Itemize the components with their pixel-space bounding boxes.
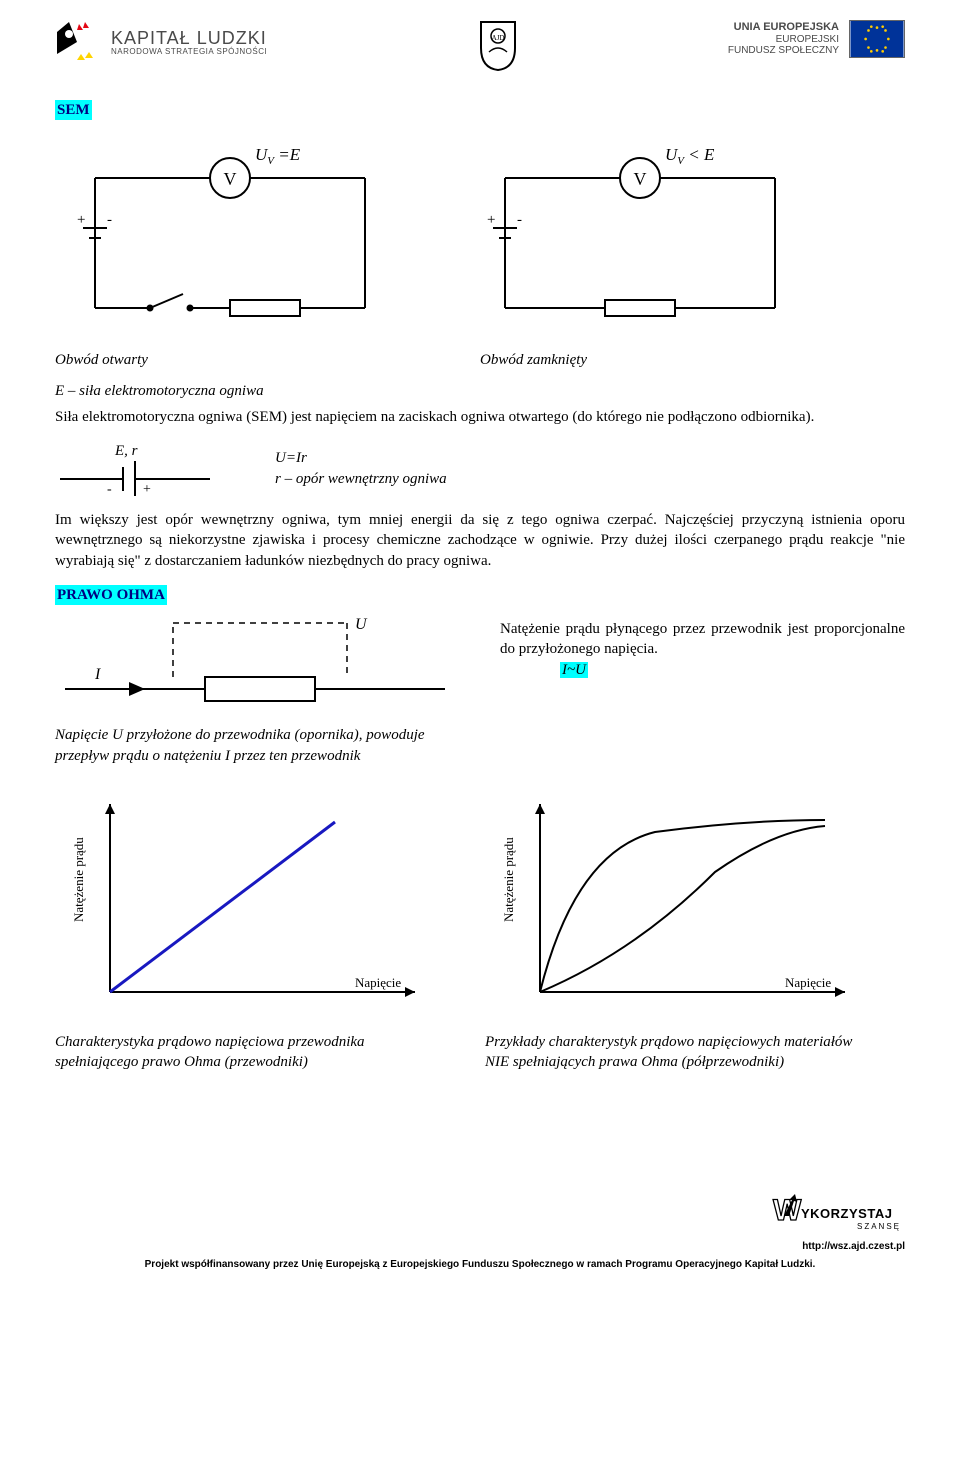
nonlinear-curve-2 (540, 826, 825, 992)
formula-block: U=Ir r – opór wewnętrzny ogniwa (275, 448, 447, 489)
nonlinear-iv-chart: Natężenie prądu Napięcie (485, 792, 865, 1022)
kl-title: KAPITAŁ LUDZKI (111, 29, 267, 48)
eu-line2: EUROPEJSKI (728, 34, 839, 46)
cell-schematic-row: E, r - + U=Ir r – opór wewnętrzny ogniwa (55, 441, 905, 496)
linear-iv-chart: Natężenie prądu Napięcie (55, 792, 435, 1022)
cell-minus: - (107, 482, 112, 496)
chart-captions-row: Charakterystyka prądowo napięciowa przew… (55, 1032, 905, 1073)
voltmeter-label-2: V (634, 169, 647, 189)
wyk-sub: SZANSĘ (857, 1222, 901, 1231)
circuits-row: V UV =E + - V UV < E + - (55, 138, 905, 328)
ohm-schematic-caption: Napięcie U przyłożone do przewodnika (op… (55, 725, 455, 766)
kl-icon (55, 20, 101, 66)
x-axis-label-1: Napięcie (355, 975, 401, 990)
uv-eq-open: UV =E (255, 145, 301, 167)
open-circuit-diagram: V UV =E + - (55, 138, 405, 328)
svg-text:AJD: AJD (491, 34, 504, 42)
page-footer: W YKORZYSTAJ SZANSĘ http://wsz.ajd.czest… (55, 1192, 905, 1271)
minus-label: - (107, 212, 112, 228)
y-axis-label-1: Natężenie prądu (71, 836, 86, 921)
plus-label: + (77, 212, 85, 228)
page-header: KAPITAŁ LUDZKI NARODOWA STRATEGIA SPÓJNO… (55, 20, 905, 72)
iv-charts-row: Natężenie prądu Napięcie Natężenie prądu… (55, 792, 905, 1022)
linear-chart-caption: Charakterystyka prądowo napięciowa przew… (55, 1032, 435, 1073)
nonlinear-chart-caption: Przykłady charakterystyk prądowo napięci… (485, 1032, 865, 1073)
open-circuit-caption: Obwód otwarty (55, 350, 480, 370)
section-title-ohm: PRAWO OHMA (55, 585, 167, 605)
emf-description: Siła elektromotoryczna ogniwa (SEM) jest… (55, 407, 905, 427)
uv-lt-closed: UV < E (665, 145, 715, 167)
eu-line3: FUNDUSZ SPOŁECZNY (728, 45, 839, 57)
ohm-schematic-diagram: I U (55, 609, 455, 719)
y-axis-label-2: Natężenie prądu (501, 836, 516, 921)
ohm-right-text: Natężenie prądu płynącego przez przewodn… (500, 609, 905, 680)
cell-E-r-label: E, r (114, 443, 138, 459)
nonlinear-curve-1 (540, 820, 825, 992)
ohm-relation: I~U (560, 662, 588, 678)
ohm-row: I U Natężenie prądu płynącego przez prze… (55, 609, 905, 725)
voltmeter-label: V (224, 169, 237, 189)
eu-line1: UNIA EUROPEJSKA (728, 21, 839, 34)
internal-resistance-para: Im większy jest opór wewnętrzny ogniwa, … (55, 510, 905, 571)
footer-url: http://wsz.ajd.czest.pl (802, 1240, 905, 1254)
formula-r-desc: r – opór wewnętrzny ogniwa (275, 469, 447, 489)
formula-u-ir: U=Ir (275, 448, 447, 468)
ohm-I-label: I (94, 666, 101, 683)
circuit-captions: Obwód otwarty Obwód zamknięty (55, 350, 905, 370)
section-title-sem: SEM (55, 100, 92, 120)
center-crest-icon: AJD (477, 20, 519, 72)
ohm-U-label: U (355, 616, 368, 633)
x-axis-label-2: Napięcie (785, 975, 831, 990)
emf-definition-line: E – siła elektromotoryczna ogniwa (55, 381, 905, 401)
eu-flag-icon (849, 20, 905, 58)
cell-symbol-diagram: E, r - + (55, 441, 215, 496)
closed-circuit-diagram: V UV < E + - (465, 138, 815, 328)
cell-plus: + (143, 482, 151, 496)
minus-label-2: - (517, 212, 522, 228)
kl-subtitle: NARODOWA STRATEGIA SPÓJNOŚCI (111, 48, 267, 56)
closed-circuit-caption: Obwód zamknięty (480, 350, 905, 370)
linear-curve (110, 822, 335, 992)
wykorzystaj-logo: W YKORZYSTAJ SZANSĘ (765, 1192, 905, 1234)
wyk-text: YKORZYSTAJ (801, 1206, 892, 1221)
plus-label-2: + (487, 212, 495, 228)
kapital-ludzki-logo: KAPITAŁ LUDZKI NARODOWA STRATEGIA SPÓJNO… (55, 20, 267, 66)
eu-logo-block: UNIA EUROPEJSKA EUROPEJSKI FUNDUSZ SPOŁE… (728, 20, 905, 58)
ohm-law-statement: Natężenie prądu płynącego przez przewodn… (500, 621, 905, 657)
footer-cofinance-line: Projekt współfinansowany przez Unię Euro… (55, 1258, 905, 1272)
